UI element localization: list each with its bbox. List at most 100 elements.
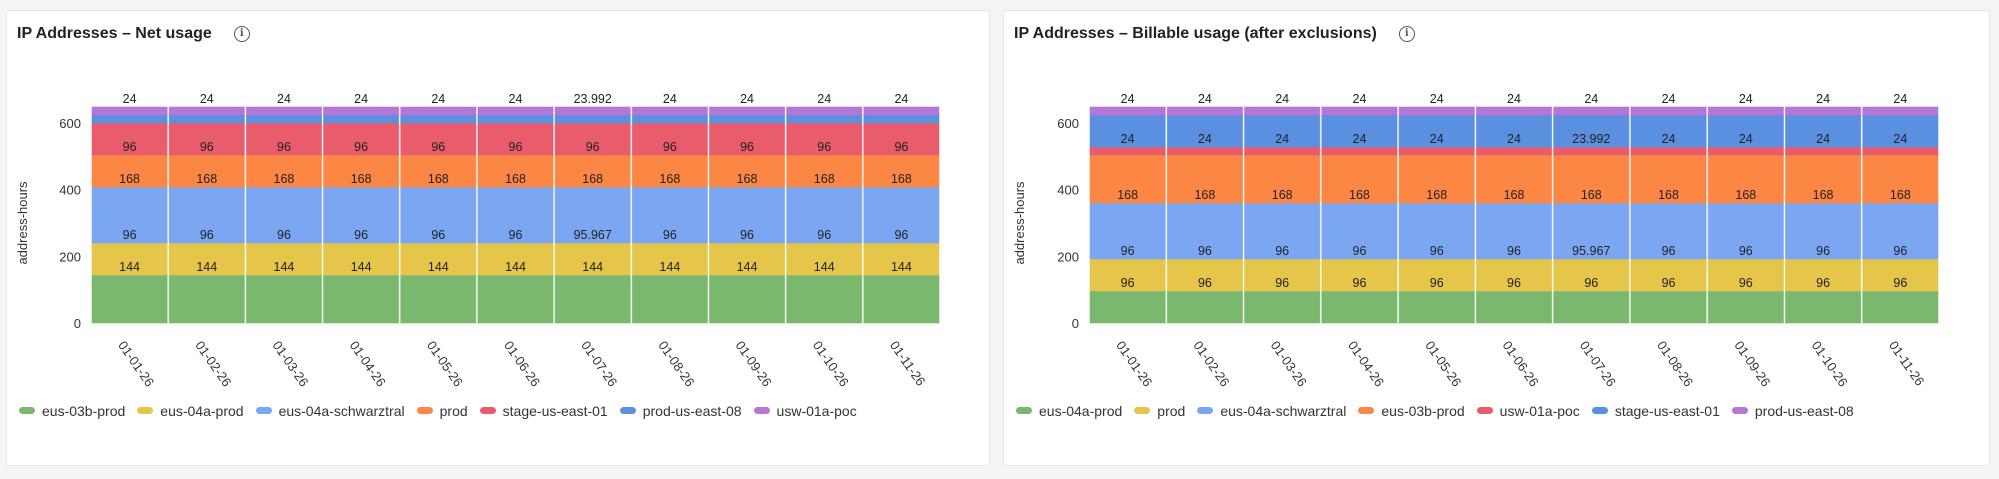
- bar-segment: [400, 186, 477, 244]
- bar-segment: [1707, 146, 1784, 156]
- legend-swatch-icon: [416, 407, 433, 414]
- legend-item[interactable]: eus-04a-prod: [1016, 401, 1122, 420]
- data-label: 144: [582, 260, 603, 274]
- panel-billable-usage: IP Addresses – Billable usage (after exc…: [1003, 10, 1990, 466]
- legend-swatch-icon: [137, 407, 154, 414]
- bar-segment: [323, 114, 400, 124]
- bar-segment: [323, 274, 400, 324]
- bar-segment: [400, 106, 477, 116]
- bar-segment: [245, 242, 323, 276]
- bar-segment: [168, 154, 245, 188]
- y-tick-label: 400: [59, 183, 81, 198]
- bar-segment: [477, 154, 554, 188]
- y-axis-label: address-hours: [15, 181, 30, 265]
- legend-item[interactable]: prod-us-east-08: [1731, 401, 1854, 420]
- bar-segment: [863, 114, 940, 124]
- info-circle-icon[interactable]: i: [1398, 26, 1415, 42]
- data-label: 24: [1893, 132, 1907, 146]
- bar-segment: [1166, 106, 1244, 116]
- x-tick-label: 01-07-26: [578, 338, 620, 389]
- bar-segment: [1707, 258, 1784, 292]
- legend-item[interactable]: stage-us-east-01: [479, 401, 608, 420]
- bar-segment: [554, 186, 631, 244]
- y-axis-label: address-hours: [1012, 181, 1027, 265]
- legend-item[interactable]: prod-us-east-08: [619, 401, 742, 420]
- bar-segment: [1784, 114, 1862, 148]
- bar-segment: [1089, 146, 1166, 156]
- bar-segment: [863, 242, 940, 276]
- legend-swatch-icon: [255, 407, 272, 414]
- bar-segment: [1630, 106, 1707, 116]
- data-label: 96: [1893, 244, 1907, 258]
- legend-label: stage-us-east-01: [502, 402, 608, 419]
- bar-segment: [1321, 202, 1398, 260]
- data-label: 96: [1816, 244, 1830, 258]
- data-label: 96: [1275, 276, 1289, 290]
- data-label: 144: [737, 260, 758, 274]
- legend-item[interactable]: eus-04a-prod: [137, 401, 244, 420]
- chart-legend: eus-04a-prod prod eus-04a-schwarztral eus-0…: [1016, 401, 1956, 420]
- y-tick-label: 0: [74, 316, 81, 331]
- legend-item[interactable]: eus-03b-prod: [1358, 401, 1465, 420]
- bar-segment: [1475, 106, 1553, 116]
- bar-segment: [1784, 202, 1862, 260]
- bar-segment: [1475, 114, 1553, 148]
- bar-segment: [786, 122, 863, 156]
- bar-segment: [1321, 114, 1398, 148]
- info-circle-icon[interactable]: i: [233, 26, 250, 42]
- bar-segment: [1862, 154, 1939, 204]
- data-label: 96: [817, 228, 831, 242]
- legend-item[interactable]: eus-04a-schwarztral: [1197, 401, 1346, 420]
- legend-swatch-icon: [753, 407, 770, 414]
- data-label: 144: [274, 260, 295, 274]
- data-label: 168: [1658, 188, 1679, 202]
- bar-segment: [1862, 258, 1939, 292]
- legend-item[interactable]: prod: [1134, 401, 1185, 420]
- x-tick-label: 01-01-26: [1113, 338, 1155, 389]
- data-label: 96: [431, 228, 445, 242]
- bar-segment: [400, 154, 477, 188]
- bar-segment: [91, 242, 168, 276]
- bar-segment: [708, 114, 786, 124]
- bar-segment: [1166, 290, 1244, 324]
- bar-segment: [1244, 146, 1321, 156]
- data-label: 24: [1507, 92, 1521, 106]
- x-tick-label: 01-06-26: [1500, 338, 1542, 389]
- bar-segment: [554, 274, 631, 324]
- bar-segment: [1398, 258, 1475, 292]
- data-label: 168: [582, 172, 603, 186]
- data-label: 168: [737, 172, 758, 186]
- legend-swatch-icon: [1358, 407, 1375, 414]
- bar-segment: [323, 154, 400, 188]
- bar-segment: [1398, 202, 1475, 260]
- legend-item[interactable]: eus-04a-schwarztral: [255, 401, 405, 420]
- bar-segment: [631, 106, 708, 116]
- x-tick-label: 01-01-26: [115, 338, 157, 389]
- data-label: 24: [1816, 92, 1830, 106]
- legend-item[interactable]: prod: [416, 401, 468, 420]
- bar-segment: [1553, 146, 1630, 156]
- data-label: 24: [1275, 132, 1289, 146]
- y-tick-label: 200: [59, 249, 81, 264]
- data-label: 24: [1353, 92, 1367, 106]
- data-label: 96: [1662, 276, 1676, 290]
- bar-segment: [168, 114, 245, 124]
- bar-segment: [400, 122, 477, 156]
- bar-segment: [1398, 146, 1475, 156]
- legend-swatch-icon: [1134, 407, 1151, 414]
- bar-segment: [323, 122, 400, 156]
- bar-segment: [1630, 290, 1707, 324]
- panel-title-text: IP Addresses – Billable usage (after exc…: [1014, 25, 1377, 42]
- bar-segment: [477, 114, 554, 124]
- legend-label: eus-04a-schwarztral: [1220, 402, 1347, 419]
- x-tick-label: 01-11-26: [1886, 338, 1928, 388]
- legend-item[interactable]: eus-03b-prod: [19, 401, 125, 420]
- data-label: 144: [119, 260, 140, 274]
- panel-title-text: IP Addresses – Net usage: [17, 25, 212, 42]
- bar-segment: [1321, 106, 1398, 116]
- legend-item[interactable]: stage-us-east-01: [1591, 401, 1720, 420]
- legend-item[interactable]: usw-01a-poc: [753, 401, 857, 420]
- data-label: 24: [509, 92, 523, 106]
- bar-segment: [168, 106, 245, 116]
- legend-item[interactable]: usw-01a-poc: [1476, 401, 1580, 420]
